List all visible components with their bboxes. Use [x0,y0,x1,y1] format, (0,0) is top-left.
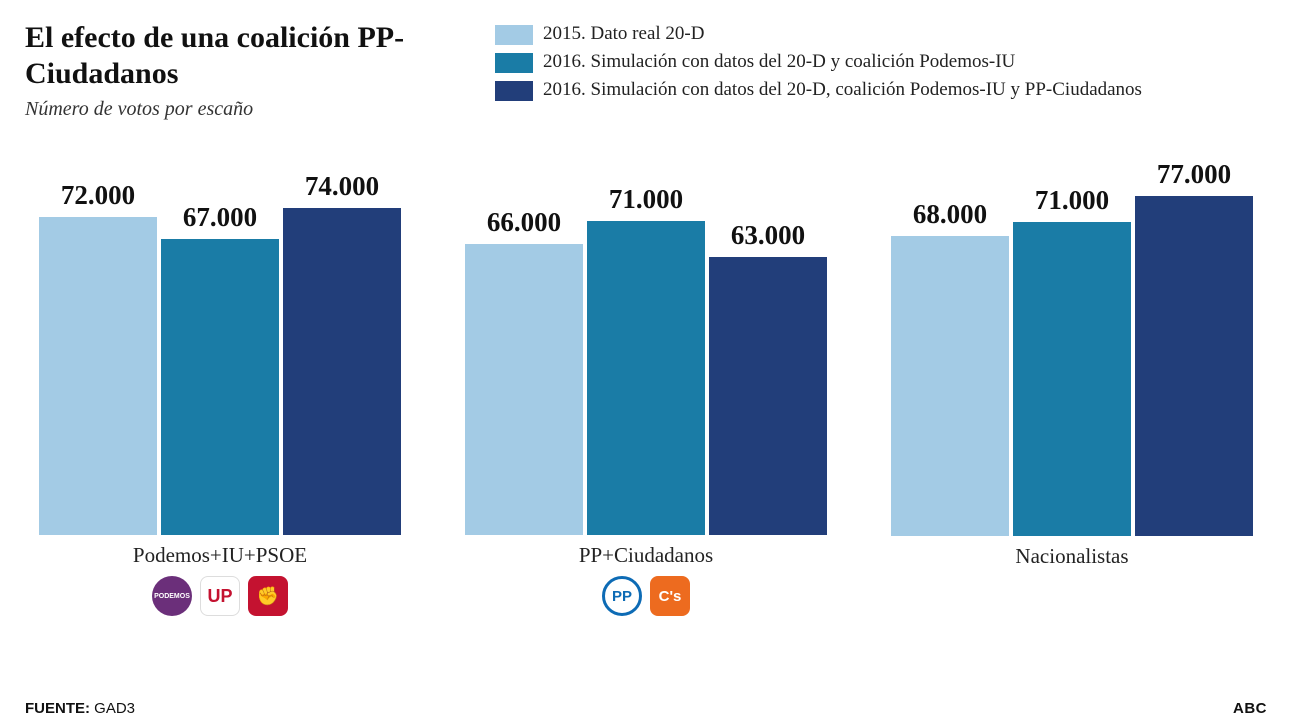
footer: FUENTE: GAD3 ABC [25,700,1267,717]
legend-item: 2015. Dato real 20-D [495,22,1267,46]
bar [283,208,401,535]
bar-wrap: 66.000 [463,207,585,535]
group-label: Podemos+IU+PSOE [133,543,307,568]
bar-value-label: 74.000 [305,171,379,202]
bar-value-label: 71.000 [609,184,683,215]
legend: 2015. Dato real 20-D 2016. Simulación con… [495,20,1267,105]
bar-wrap: 71.000 [1011,185,1133,536]
party-logos: PODEMOSUP✊ [152,576,288,616]
podemos-logo: PODEMOS [152,576,192,616]
bar [709,257,827,535]
bar-value-label: 67.000 [183,202,257,233]
bar [587,221,705,535]
bar-wrap: 71.000 [585,184,707,535]
group-label: PP+Ciudadanos [579,543,713,568]
bar-value-label: 63.000 [731,220,805,251]
chart-title: El efecto de una coalición PP-Ciudadanos [25,20,455,92]
legend-item: 2016. Simulación con datos del 20-D, coa… [495,78,1267,102]
legend-swatch [495,53,533,73]
bar [891,236,1009,536]
chart-area: 72.000 67.000 74.000 Podemos+IU+PSOE PODEMOS… [25,156,1267,616]
bar [1135,196,1253,536]
bar-wrap: 63.000 [707,220,829,535]
bar-value-label: 71.000 [1035,185,1109,216]
bar [161,239,279,535]
legend-label: 2015. Dato real 20-D [543,22,704,46]
publication-brand: ABC [1233,700,1267,717]
bar [465,244,583,535]
bar [39,217,157,535]
bars-row: 66.000 71.000 63.000 [461,156,831,535]
bars-row: 68.000 71.000 77.000 [887,156,1257,536]
bar-value-label: 77.000 [1157,159,1231,190]
source-value: GAD3 [94,700,135,717]
bar-value-label: 68.000 [913,199,987,230]
bar-group: 68.000 71.000 77.000 Nacionalistas [887,156,1257,616]
party-logos: PPC's [602,576,690,616]
pp-logo: PP [602,576,642,616]
bar-group: 66.000 71.000 63.000 PP+Ciudadanos PPC's [461,156,831,616]
unidad-popular-logo: UP [200,576,240,616]
bar-value-label: 72.000 [61,180,135,211]
ciudadanos-logo: C's [650,576,690,616]
legend-item: 2016. Simulación con datos del 20-D y co… [495,50,1267,74]
bar-group: 72.000 67.000 74.000 Podemos+IU+PSOE PODEMOS… [35,156,405,616]
bar-wrap: 67.000 [159,202,281,535]
source-label: FUENTE: [25,700,90,717]
chart-subtitle: Número de votos por escaño [25,98,455,121]
bar-value-label: 66.000 [487,207,561,238]
legend-swatch [495,81,533,101]
legend-label: 2016. Simulación con datos del 20-D y co… [543,50,1015,74]
bar-wrap: 74.000 [281,171,403,535]
bar-wrap: 68.000 [889,199,1011,536]
bars-row: 72.000 67.000 74.000 [35,156,405,535]
bar [1013,222,1131,536]
group-label: Nacionalistas [1015,544,1128,569]
bar-wrap: 72.000 [37,180,159,535]
psoe-logo: ✊ [248,576,288,616]
bar-wrap: 77.000 [1133,159,1255,536]
legend-label: 2016. Simulación con datos del 20-D, coa… [543,78,1142,102]
legend-swatch [495,25,533,45]
